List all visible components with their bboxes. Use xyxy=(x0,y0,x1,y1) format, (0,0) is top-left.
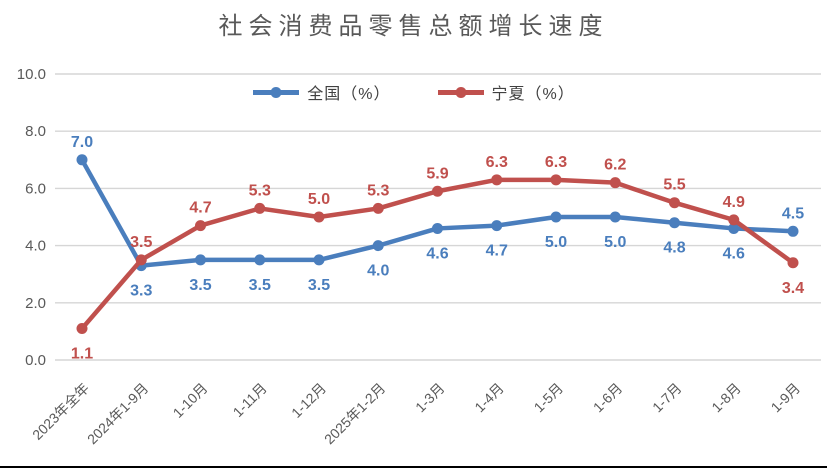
x-axis-tick-label: 1-12月 xyxy=(288,380,329,421)
data-point-national xyxy=(76,154,88,166)
x-axis-tick-label: 2023年全年 xyxy=(29,380,92,443)
data-label-ningxia: 1.1 xyxy=(71,346,93,363)
data-label-ningxia: 5.5 xyxy=(663,177,685,194)
legend-label-ningxia: 宁夏（%） xyxy=(491,86,575,103)
data-label-ningxia: 6.3 xyxy=(545,154,567,171)
data-label-national: 4.6 xyxy=(723,245,745,262)
data-point-national xyxy=(313,254,325,266)
x-axis-tick-label: 1-6月 xyxy=(590,380,626,416)
x-axis-tick-label: 1-3月 xyxy=(412,380,448,416)
x-axis-tick-label: 2024年1-9月 xyxy=(84,380,151,447)
data-point-ningxia xyxy=(550,174,562,186)
x-axis-tick-label: 1-5月 xyxy=(531,380,567,416)
data-point-ningxia xyxy=(313,211,325,223)
bottom-border-rule xyxy=(0,466,827,468)
y-axis-tick-label: 6.0 xyxy=(25,180,46,197)
data-label-ningxia: 6.3 xyxy=(486,154,508,171)
y-axis-tick-label: 4.0 xyxy=(25,238,46,255)
x-axis-tick-label: 1-9月 xyxy=(768,380,804,416)
data-label-ningxia: 3.4 xyxy=(782,280,804,297)
data-point-ningxia xyxy=(432,185,443,197)
legend-label-national: 全国（%） xyxy=(307,86,391,103)
data-point-national xyxy=(195,254,206,266)
data-label-ningxia: 5.3 xyxy=(367,182,389,199)
data-label-national: 3.3 xyxy=(130,283,152,300)
data-label-ningxia: 3.5 xyxy=(130,234,152,251)
data-label-national: 4.5 xyxy=(782,205,804,222)
data-label-ningxia: 6.2 xyxy=(604,157,626,174)
chart-legend: 全国（%） 宁夏（%） xyxy=(0,80,827,104)
data-label-national: 3.5 xyxy=(189,277,211,294)
data-point-national xyxy=(491,220,503,232)
data-label-national: 7.0 xyxy=(71,134,93,151)
x-axis-tick-label: 1-4月 xyxy=(471,380,507,416)
y-axis-tick-label: 2.0 xyxy=(25,295,46,312)
y-axis-tick-label: 8.0 xyxy=(25,123,46,140)
data-point-ningxia xyxy=(787,257,799,269)
data-point-national xyxy=(669,217,680,229)
x-axis-tick-label: 2025年1-2月 xyxy=(321,380,388,447)
data-label-national: 3.5 xyxy=(308,277,330,294)
x-axis-tick-label: 1-10月 xyxy=(170,380,211,421)
data-point-ningxia xyxy=(609,177,621,189)
data-point-ningxia xyxy=(195,220,206,232)
data-point-national xyxy=(254,254,266,266)
data-label-ningxia: 4.7 xyxy=(189,200,211,217)
data-label-ningxia: 4.9 xyxy=(723,194,745,211)
line-marker-icon xyxy=(437,86,484,98)
y-axis-tick-label: 0.0 xyxy=(25,352,46,369)
data-label-ningxia: 5.0 xyxy=(308,191,330,208)
data-point-ningxia xyxy=(76,323,88,335)
data-point-ningxia xyxy=(254,202,266,214)
data-label-national: 4.7 xyxy=(486,243,508,260)
data-point-national xyxy=(432,222,443,234)
data-label-ningxia: 5.3 xyxy=(249,182,271,199)
data-label-ningxia: 5.9 xyxy=(426,165,448,182)
data-point-ningxia xyxy=(669,197,680,209)
data-label-national: 4.0 xyxy=(367,263,389,280)
data-point-national xyxy=(609,211,621,223)
data-point-national xyxy=(372,240,384,252)
legend-item-national: 全国（%） xyxy=(252,80,390,104)
x-axis-tick-label: 1-7月 xyxy=(649,380,685,416)
data-point-national xyxy=(787,225,799,237)
data-point-ningxia xyxy=(135,254,147,266)
data-label-national: 3.5 xyxy=(249,277,271,294)
data-label-national: 4.6 xyxy=(426,245,448,262)
data-point-ningxia xyxy=(491,174,503,186)
data-point-national xyxy=(728,222,740,234)
data-label-national: 4.8 xyxy=(663,240,685,257)
y-axis-tick-label: 10.0 xyxy=(17,66,46,83)
data-label-national: 5.0 xyxy=(545,234,567,251)
data-label-national: 5.0 xyxy=(604,234,626,251)
data-point-ningxia xyxy=(728,214,740,226)
x-axis-tick-label: 1-11月 xyxy=(230,380,270,420)
chart-title: 社会消费品零售总额增长速度 xyxy=(218,14,609,40)
legend-item-ningxia: 宁夏（%） xyxy=(437,80,575,104)
data-point-ningxia xyxy=(372,202,384,214)
data-point-national xyxy=(550,211,562,223)
x-axis-tick-label: 1-8月 xyxy=(708,380,744,416)
line-marker-icon xyxy=(253,86,300,98)
